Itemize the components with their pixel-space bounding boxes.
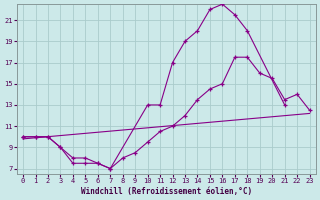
X-axis label: Windchill (Refroidissement éolien,°C): Windchill (Refroidissement éolien,°C)	[81, 187, 252, 196]
